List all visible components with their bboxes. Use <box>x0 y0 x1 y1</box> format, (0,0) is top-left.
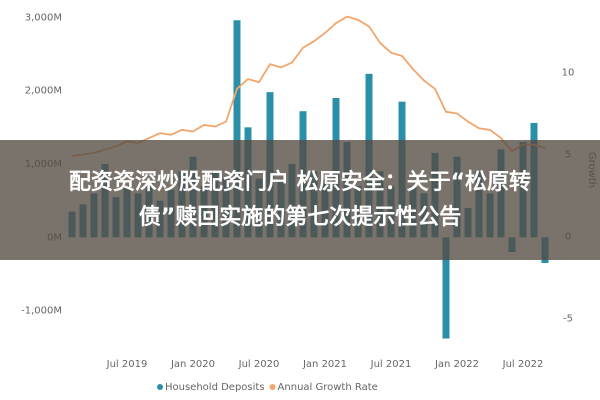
y-tick-label: 2,000M <box>25 86 62 97</box>
legend-label: Annual Growth Rate <box>278 382 378 393</box>
y-tick-label: 3,000M <box>25 12 62 23</box>
bar <box>233 20 241 238</box>
x-tick-label: Jan 2020 <box>170 359 215 370</box>
x-tick-label: Jul 2021 <box>370 359 412 370</box>
x-tick-label: Jul 2019 <box>106 359 148 370</box>
y-tick-label: -1,000M <box>21 306 62 317</box>
legend-label: Household Deposits <box>165 382 265 393</box>
line <box>71 15 546 158</box>
x-tick-label: Jan 2022 <box>434 359 479 370</box>
x-tick-label: Jan 2021 <box>302 359 347 370</box>
banner: 配资资深炒股配资门户 松原安全：关于“松原转 债”赎回实施的第七次提示性公告 <box>0 140 600 260</box>
banner-line: 债”赎回实施的第七次提示性公告 <box>139 204 461 230</box>
y2-tick-label: -5 <box>563 314 573 325</box>
y2-tick-label: 10 <box>562 67 575 78</box>
banner-line: 配资资深炒股配资门户 松原安全：关于“松原转 <box>69 169 531 195</box>
legend-marker <box>269 384 276 390</box>
bar <box>442 237 450 339</box>
banner-background <box>0 140 600 260</box>
x-tick-label: Jul 2022 <box>502 359 544 370</box>
x-tick-label: Jul 2020 <box>238 359 280 370</box>
legend-marker <box>157 384 163 390</box>
